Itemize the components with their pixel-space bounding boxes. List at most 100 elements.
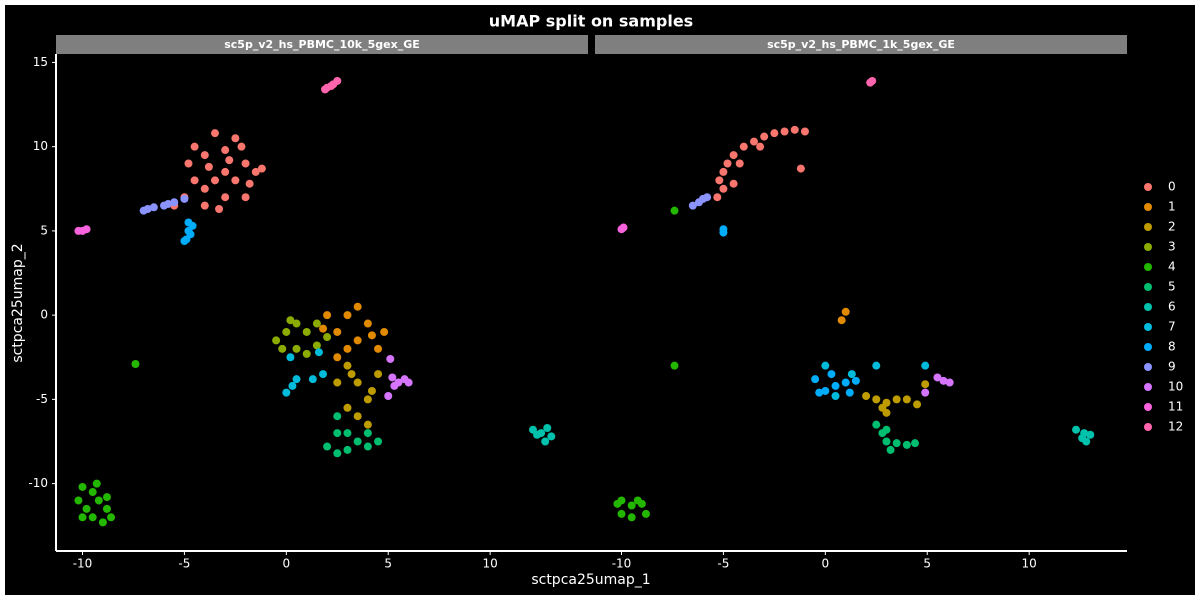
point xyxy=(323,442,332,451)
point xyxy=(102,504,111,513)
point xyxy=(74,226,83,235)
point xyxy=(404,378,413,387)
point xyxy=(343,344,352,353)
point xyxy=(190,142,199,151)
point xyxy=(619,223,628,232)
point xyxy=(374,437,383,446)
point xyxy=(343,429,352,438)
legend-key xyxy=(1144,343,1152,351)
point xyxy=(933,373,942,382)
y-tick-label: -10 xyxy=(28,476,48,490)
point xyxy=(1078,434,1087,443)
point xyxy=(314,348,323,357)
point xyxy=(845,388,854,397)
legend-label: 4 xyxy=(1168,260,1176,274)
point xyxy=(641,509,650,518)
point xyxy=(312,319,321,328)
x-tick-label: 0 xyxy=(822,557,830,571)
point xyxy=(878,403,887,412)
point xyxy=(102,493,111,502)
point xyxy=(872,361,881,370)
point xyxy=(363,420,372,429)
point xyxy=(882,437,891,446)
point xyxy=(215,204,224,213)
legend-key xyxy=(1144,303,1152,311)
x-tick-label: 5 xyxy=(384,557,392,571)
y-tick-label: -5 xyxy=(36,392,48,406)
legend-label: 0 xyxy=(1168,180,1176,194)
legend-key xyxy=(1144,223,1152,231)
point xyxy=(312,341,321,350)
legend-key xyxy=(1144,363,1152,371)
legend-label: 8 xyxy=(1168,340,1176,354)
point xyxy=(756,142,765,151)
point xyxy=(149,203,158,212)
point xyxy=(98,518,107,527)
point xyxy=(327,82,336,91)
x-axis-label: sctpca25umap_1 xyxy=(531,572,650,588)
point xyxy=(353,302,362,311)
point xyxy=(257,164,266,173)
point xyxy=(735,159,744,168)
point xyxy=(921,380,930,389)
point xyxy=(1086,430,1095,439)
legend-label: 12 xyxy=(1168,420,1183,434)
point xyxy=(143,204,152,213)
legend-label: 5 xyxy=(1168,280,1176,294)
legend-key xyxy=(1144,283,1152,291)
legend-label: 7 xyxy=(1168,320,1176,334)
point xyxy=(902,395,911,404)
point xyxy=(739,142,748,151)
point xyxy=(688,201,697,210)
point xyxy=(180,194,189,203)
facet-strip xyxy=(595,35,1127,54)
point xyxy=(321,85,330,94)
point xyxy=(703,193,712,202)
point xyxy=(200,151,209,160)
point xyxy=(231,134,240,143)
point xyxy=(180,237,189,246)
legend-label: 11 xyxy=(1168,400,1183,414)
point xyxy=(384,392,393,401)
point xyxy=(88,513,97,522)
point xyxy=(367,386,376,395)
point xyxy=(892,395,901,404)
point xyxy=(831,381,840,390)
point xyxy=(547,432,556,441)
point xyxy=(170,198,179,207)
point xyxy=(363,395,372,404)
point xyxy=(347,370,356,379)
legend-label: 3 xyxy=(1168,240,1176,254)
point xyxy=(353,437,362,446)
point xyxy=(343,403,352,412)
legend-label: 10 xyxy=(1168,380,1183,394)
point xyxy=(302,349,311,358)
point xyxy=(913,400,922,409)
point xyxy=(190,176,199,185)
point xyxy=(282,388,291,397)
point xyxy=(868,76,877,85)
point xyxy=(278,344,287,353)
point xyxy=(837,316,846,325)
point xyxy=(528,425,537,434)
point xyxy=(363,319,372,328)
point xyxy=(82,225,91,234)
point xyxy=(715,176,724,185)
point xyxy=(200,184,209,193)
legend-key xyxy=(1144,243,1152,251)
point xyxy=(821,361,830,370)
point xyxy=(343,311,352,320)
point xyxy=(288,381,297,390)
legend-key xyxy=(1144,323,1152,331)
point xyxy=(841,307,850,316)
point xyxy=(353,412,362,421)
point xyxy=(251,167,260,176)
point xyxy=(308,375,317,384)
point xyxy=(107,513,116,522)
point xyxy=(333,76,342,85)
y-tick-label: 10 xyxy=(33,139,48,153)
point xyxy=(780,127,789,136)
point xyxy=(723,159,732,168)
point xyxy=(921,388,930,397)
chart-title: uMAP split on samples xyxy=(489,12,693,31)
